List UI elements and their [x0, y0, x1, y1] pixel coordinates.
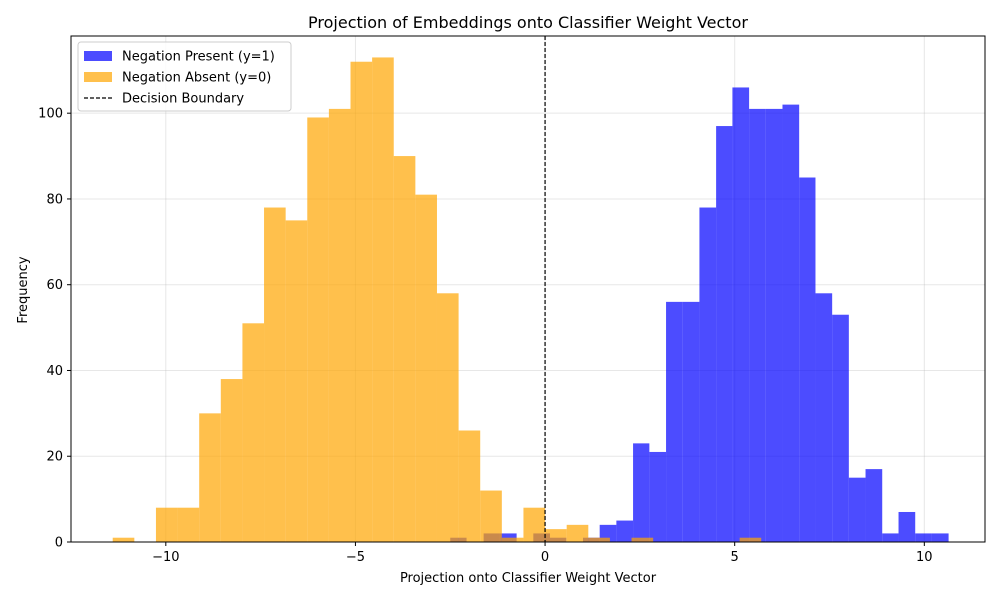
legend-swatch: [84, 72, 112, 82]
legend-label: Negation Present (y=1): [122, 50, 275, 65]
histogram-bar: [649, 451, 667, 542]
histogram-bar: [523, 507, 546, 542]
histogram-bar: [782, 104, 800, 542]
y-tick-label: 0: [55, 536, 63, 551]
histogram-bar: [501, 537, 524, 542]
histogram-bar: [242, 323, 265, 542]
histogram-bar: [415, 194, 437, 542]
histogram-bar: [458, 430, 481, 542]
histogram-bar: [765, 108, 783, 542]
histogram-bar: [915, 533, 932, 542]
legend: Negation Present (y=1) Negation Absent (y…: [77, 41, 292, 112]
histogram-bar: [631, 537, 654, 542]
series-negation-present: [450, 87, 949, 543]
chart-title: Projection of Embeddings onto Classifier…: [308, 13, 748, 32]
y-axis-ticks: 0 20 40 60 80 100: [38, 107, 71, 551]
histogram-bar: [264, 207, 286, 542]
histogram-bar: [155, 507, 178, 542]
legend-entry: Negation Absent (y=0): [84, 71, 271, 86]
legend-box: [77, 41, 292, 112]
histogram-bar: [350, 61, 373, 542]
y-tick-label: 80: [46, 192, 63, 207]
histogram-bar: [588, 537, 610, 542]
histogram-bar: [220, 379, 243, 542]
histogram-bar: [749, 108, 766, 542]
histogram-bar: [666, 301, 683, 542]
histogram-bar: [393, 156, 416, 542]
legend-entry: Decision Boundary: [84, 92, 244, 107]
histogram-bar: [545, 529, 567, 542]
histogram-bar: [328, 108, 351, 542]
histogram-bar: [633, 443, 650, 542]
x-axis-ticks: −10 −5 0 5 10: [152, 542, 933, 565]
x-tick-label: 5: [731, 550, 739, 565]
histogram-bar: [882, 533, 899, 542]
y-tick-label: 100: [38, 107, 63, 122]
y-tick-label: 40: [46, 364, 63, 379]
x-tick-label: 10: [916, 550, 933, 565]
y-tick-label: 20: [46, 450, 63, 465]
histogram-bar: [566, 524, 589, 542]
histogram-bar: [815, 293, 833, 542]
histogram-bar: [616, 520, 634, 542]
bars-layer: [112, 57, 949, 543]
histogram-bar: [199, 413, 221, 542]
y-axis-label: Frequency: [16, 256, 31, 323]
histogram-bar: [716, 126, 733, 543]
legend-label: Decision Boundary: [122, 92, 244, 107]
series-negation-absent: [112, 57, 762, 543]
x-axis-label: Projection onto Classifier Weight Vector: [400, 571, 657, 586]
legend-label: Negation Absent (y=0): [122, 71, 271, 86]
histogram-bar: [732, 87, 750, 542]
histogram-bar: [931, 533, 949, 542]
x-tick-label: −5: [346, 550, 365, 565]
plot-frame: [70, 35, 986, 543]
legend-entry: Negation Present (y=1): [84, 50, 275, 65]
y-tick-label: 60: [46, 278, 63, 293]
histogram-bar: [436, 293, 459, 542]
histogram-bar: [307, 117, 329, 542]
histogram-bar: [832, 314, 849, 542]
x-tick-label: 0: [541, 550, 549, 565]
histogram-bar: [112, 537, 135, 542]
legend-swatch: [84, 51, 112, 61]
histogram-bar: [865, 469, 883, 542]
histogram-bar: [177, 507, 200, 542]
histogram-bar: [799, 177, 816, 542]
histogram-bar: [739, 537, 762, 542]
histogram-bar: [682, 301, 700, 542]
histogram-bar: [699, 207, 717, 542]
histogram-bar: [372, 57, 394, 543]
histogram-bar: [898, 511, 916, 542]
x-tick-label: −10: [152, 550, 179, 565]
histogram-bar: [480, 490, 502, 542]
histogram-bar: [285, 220, 308, 542]
histogram-bar: [848, 477, 866, 542]
